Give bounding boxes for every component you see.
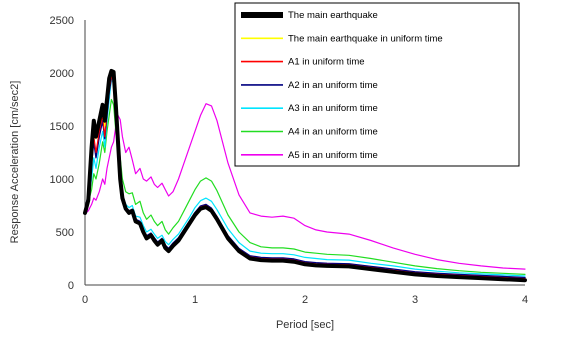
series-line	[84, 78, 526, 277]
x-tick-label: 0	[82, 294, 88, 306]
x-tick-label: 3	[412, 294, 418, 306]
series-line	[84, 103, 526, 270]
legend-label: A1 in uniform time	[288, 57, 365, 68]
y-tick-label: 2000	[50, 68, 74, 80]
axes	[84, 20, 525, 286]
legend-label: A3 in an uniform time	[288, 103, 378, 114]
x-tick-label: 4	[522, 294, 528, 306]
series-lines	[83, 68, 527, 283]
y-tick-label: 0	[68, 280, 74, 292]
legend: The main earthquake The main earthquake i…	[234, 2, 520, 167]
y-tick-label: 1500	[50, 121, 74, 133]
y-tick-label: 500	[56, 227, 74, 239]
x-axis-label: Period [sec]	[276, 319, 334, 331]
x-tick-label: 2	[302, 294, 308, 306]
legend-label: A4 in an uniform time	[288, 127, 378, 138]
legend-label: A2 in an uniform time	[288, 80, 378, 91]
y-axis-label: Response Acceleration [cm/sec2]	[9, 81, 21, 244]
series-line	[83, 68, 527, 283]
series-line	[84, 98, 526, 275]
x-tick-label: 1	[192, 294, 198, 306]
legend-label: The main earthquake	[288, 10, 378, 21]
x-tick-labels: 0 1 2 3 4	[82, 294, 528, 306]
y-tick-labels: 0 500 1000 1500 2000 2500	[50, 15, 74, 292]
y-tick-label: 2500	[50, 15, 74, 27]
legend-label: The main earthquake in uniform time	[288, 33, 443, 44]
y-tick-label: 1000	[50, 174, 74, 186]
legend-label: A5 in an uniform time	[288, 150, 378, 161]
